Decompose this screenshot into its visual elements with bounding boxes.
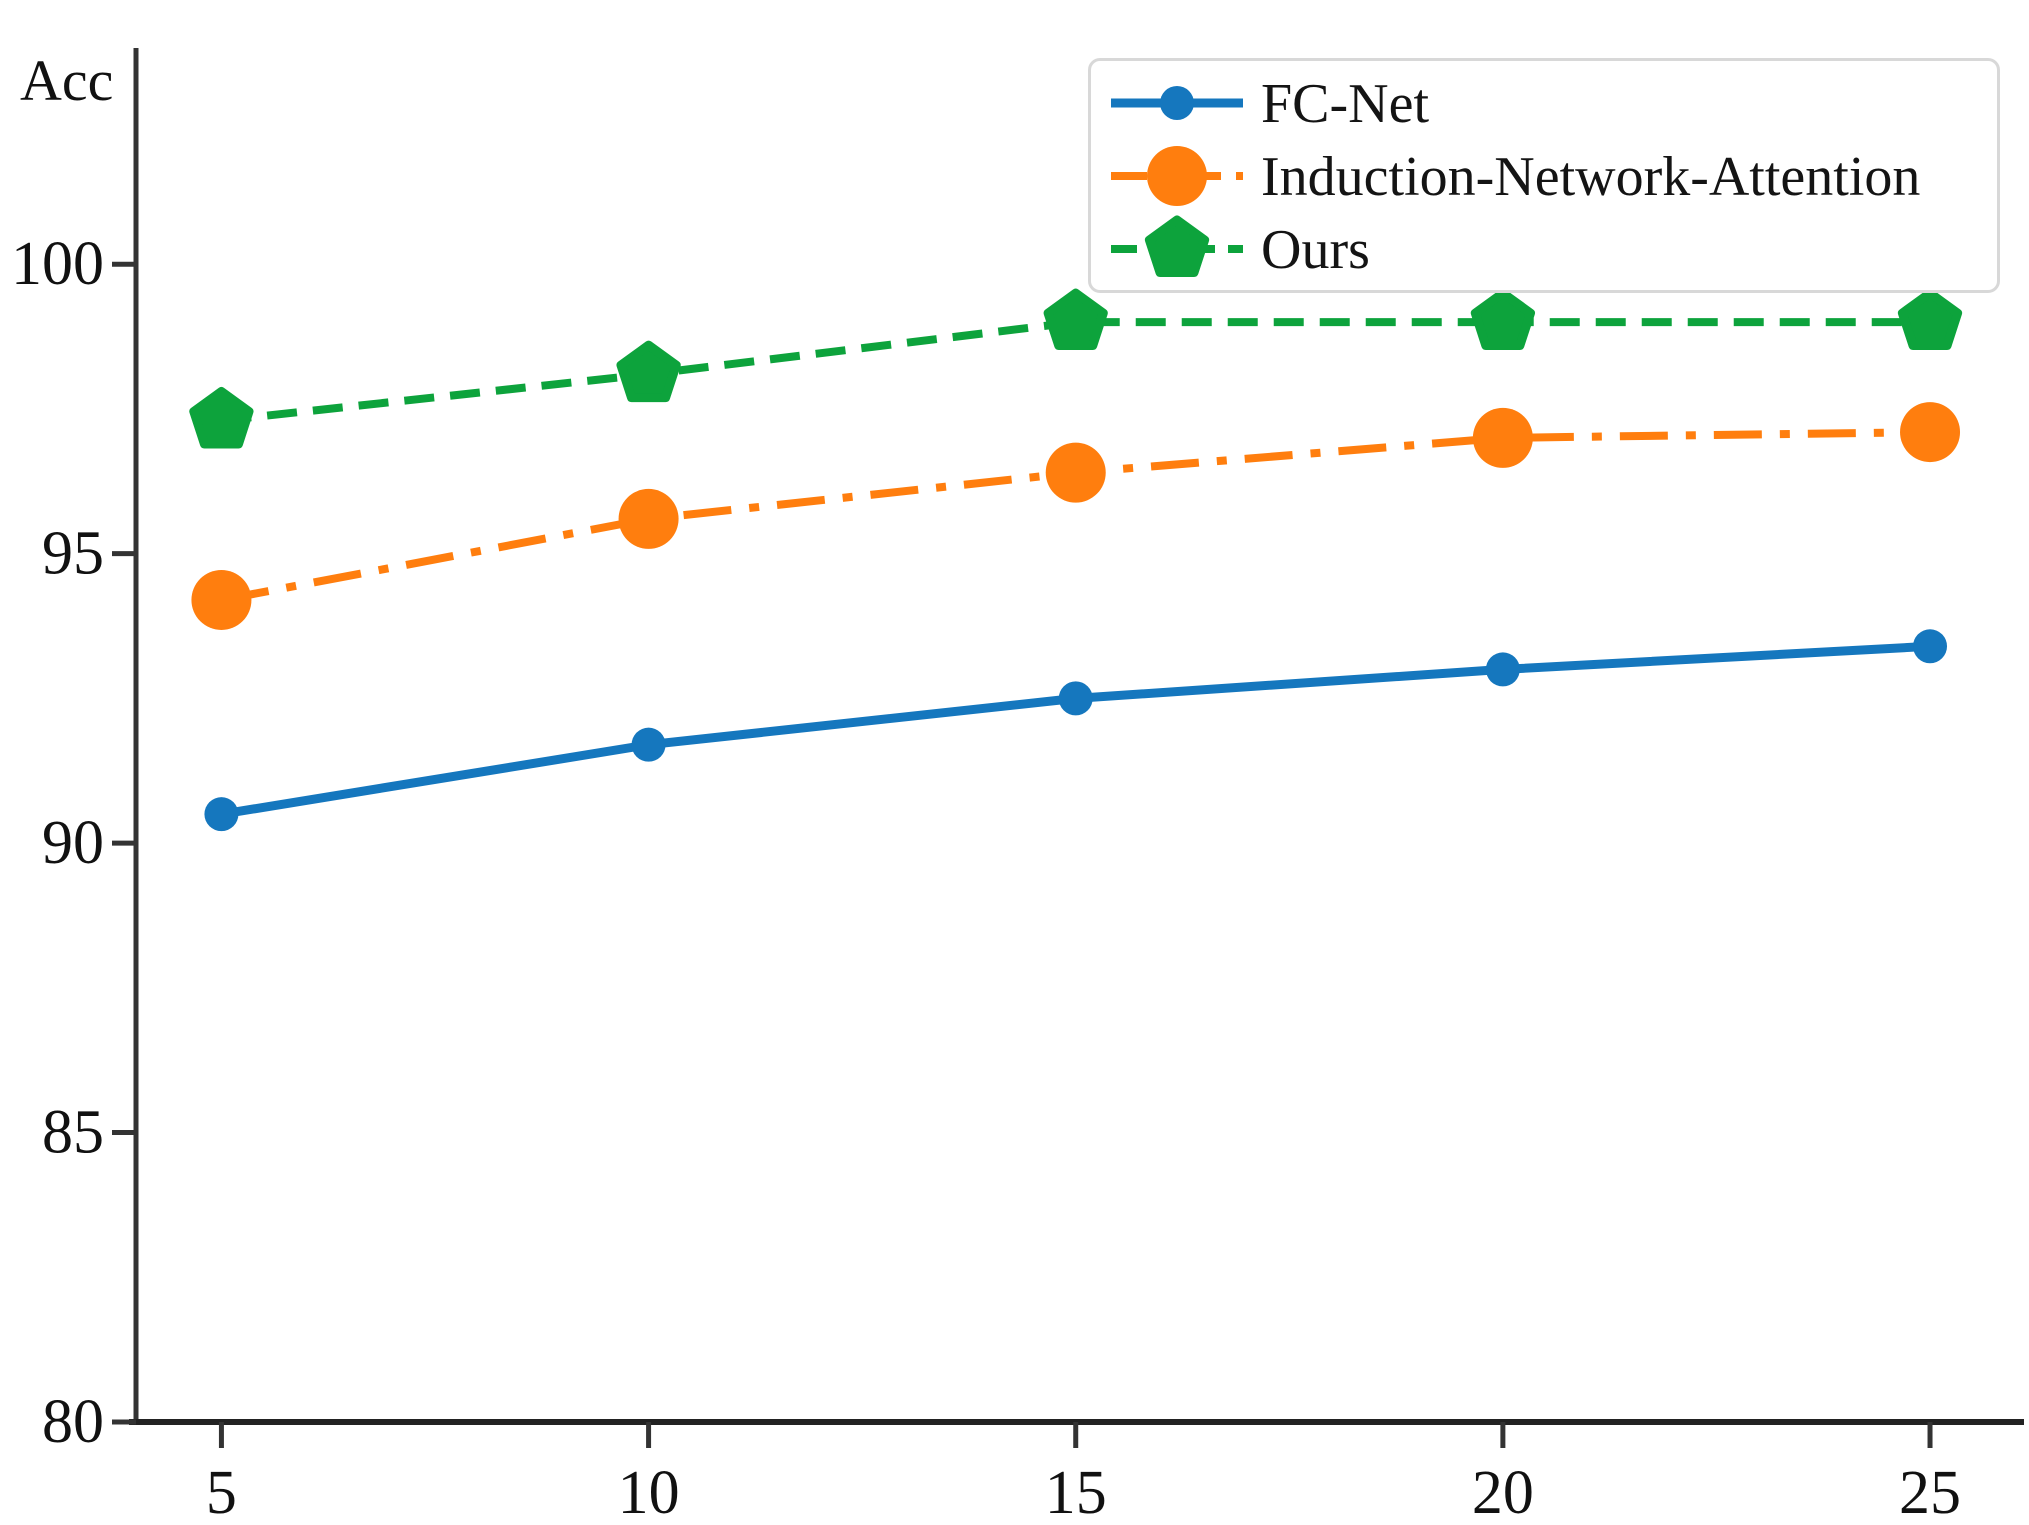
marker-fc-net: [1485, 652, 1520, 687]
legend-marker-induction-network-attention: [1147, 146, 1207, 206]
legend-marker-ours: [1144, 215, 1210, 277]
marker-induction-network-attention: [1045, 442, 1106, 503]
marker-induction-network-attention: [618, 488, 679, 549]
marker-induction-network-attention: [1900, 402, 1961, 463]
marker-fc-net: [1058, 681, 1093, 716]
y-tick-label: 80: [42, 1388, 104, 1456]
marker-fc-net: [631, 727, 666, 762]
marker-induction-network-attention: [191, 569, 252, 630]
marker-ours: [1897, 288, 1963, 350]
y-tick-label: 90: [42, 809, 104, 877]
legend-marker-fc-net: [1160, 86, 1194, 120]
x-tick-label: 10: [618, 1459, 680, 1525]
y-axis-title: Acc: [20, 48, 114, 113]
series-line-ours: [220, 318, 1930, 425]
legend-label-fc-net: FC-Net: [1261, 72, 1429, 135]
y-tick-label: 95: [42, 520, 104, 588]
legend: FC-Net Induction-Network-Attention Ours: [1088, 58, 2000, 293]
x-tick-label: 20: [1472, 1459, 1534, 1525]
x-tick-label: 5: [206, 1459, 237, 1525]
legend-item-induction-network-attention: Induction-Network-Attention: [1107, 140, 1997, 213]
marker-fc-net: [1913, 629, 1948, 664]
legend-label-induction-network-attention: Induction-Network-Attention: [1261, 145, 1921, 208]
marker-ours: [616, 340, 681, 403]
marker-ours: [1470, 288, 1535, 350]
legend-label-ours: Ours: [1261, 218, 1370, 281]
x-tick-label: 25: [1899, 1459, 1961, 1525]
legend-sample-ours: [1111, 215, 1243, 277]
x-tick-label: 15: [1045, 1459, 1107, 1525]
legend-item-ours: Ours: [1107, 213, 1997, 286]
y-tick-label: 100: [11, 230, 104, 298]
marker-induction-network-attention: [1472, 407, 1533, 468]
y-tick-label: 85: [42, 1099, 104, 1167]
legend-item-fc-net: FC-Net: [1107, 67, 1997, 140]
marker-fc-net: [204, 797, 239, 832]
marker-ours: [189, 387, 254, 449]
marker-ours: [1043, 288, 1108, 350]
series-line-fc-net: [220, 641, 1931, 819]
legend-sample-fc-net: [1111, 86, 1243, 120]
legend-sample-induction-network-attention: [1111, 146, 1243, 206]
